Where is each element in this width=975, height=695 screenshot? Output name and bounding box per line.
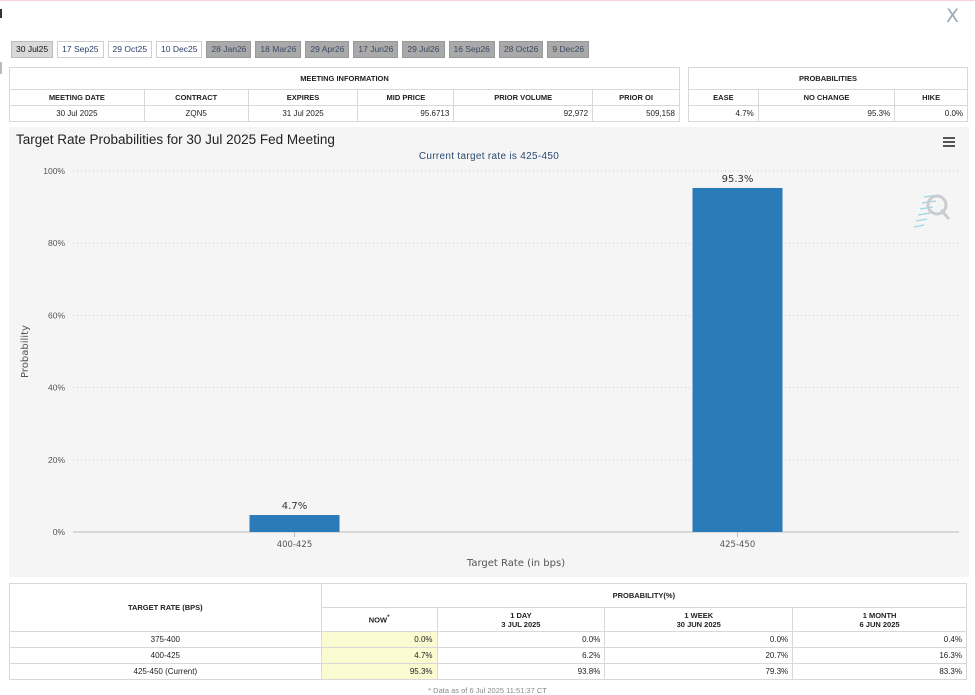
- probability-cell: 6.2%: [436, 647, 606, 664]
- period-name: 1 DAY: [510, 610, 532, 620]
- tab-meeting-date[interactable]: 29 Apr26: [305, 41, 350, 58]
- x-tick-label: 425-450: [720, 540, 756, 550]
- probability-cell: 4.7%: [320, 647, 438, 664]
- probability-cell: 83.3%: [792, 663, 967, 680]
- ease-value: 4.7%: [688, 105, 759, 122]
- tab-meeting-date[interactable]: 28 Jan26: [206, 41, 252, 58]
- tab-meeting-date[interactable]: 18 Mar26: [255, 41, 302, 58]
- meeting-date-value: 30 Jul 2025: [9, 105, 145, 122]
- probability-cell: 16.3%: [792, 647, 967, 664]
- period-name: NOW: [368, 615, 388, 625]
- col-header-no-change: NO CHANGE: [757, 89, 896, 106]
- hamburger-menu-icon[interactable]: [943, 137, 955, 147]
- meeting-info-table: MEETING INFORMATION MEETING DATE CONTRAC…: [9, 67, 680, 122]
- y-tick-label: 20%: [48, 455, 65, 465]
- chart-title: Target Rate Probabilities for 30 Jul 202…: [16, 132, 335, 147]
- probability-cell: 93.8%: [436, 663, 606, 680]
- expires-value: 31 Jul 2025: [247, 105, 359, 122]
- probability-cell: 79.3%: [604, 663, 794, 680]
- mid-price-value: 95.6713: [357, 105, 455, 122]
- top-border: [0, 0, 975, 1]
- tab-meeting-date[interactable]: 17 Sep25: [57, 41, 104, 58]
- period-date: 6 JUN 2025: [859, 619, 900, 629]
- col-header-period: NOW*: [320, 607, 438, 632]
- hike-value: 0.0%: [894, 105, 968, 122]
- probability-cell: 0.0%: [436, 631, 606, 648]
- period-label: NOW*: [326, 615, 433, 625]
- tab-meeting-date[interactable]: 30 Jul25: [11, 41, 54, 58]
- meeting-info-title: MEETING INFORMATION: [9, 67, 680, 90]
- bar: [249, 515, 340, 532]
- table-row: 375-400 0.0% 0.0% 0.0% 0.4%: [9, 631, 967, 648]
- target-rate-cell: 400-425: [9, 647, 322, 664]
- col-header-mid-price: MID PRICE: [357, 89, 455, 106]
- period-date: 30 JUN 2025: [676, 619, 721, 629]
- probability-cell: 95.3%: [320, 663, 438, 680]
- probability-cell: 0.0%: [604, 631, 794, 648]
- probabilities-table: PROBABILITIES EASE NO CHANGE HIKE 4.7% 9…: [688, 67, 968, 122]
- col-header-period: 1 WEEK 30 JUN 2025: [604, 607, 794, 632]
- period-date: 3 JUL 2025: [501, 619, 541, 629]
- close-icon[interactable]: X: [946, 5, 960, 27]
- prior-volume-value: 92,972: [453, 105, 594, 122]
- period-name: 1 MONTH: [862, 610, 897, 620]
- probabilities-title: PROBABILITIES: [688, 67, 968, 90]
- tab-meeting-date[interactable]: 29 Jul26: [402, 41, 445, 58]
- period-label: 1 DAY: [442, 611, 601, 620]
- period-name: 1 WEEK: [684, 610, 714, 620]
- col-header-prior-volume: PRIOR VOLUME: [453, 89, 594, 106]
- col-header-contract: CONTRACT: [143, 89, 249, 106]
- period-label: 1 WEEK: [609, 611, 788, 620]
- probability-cell: 20.7%: [604, 647, 794, 664]
- x-tick-label: 400-425: [277, 540, 313, 550]
- meeting-date-tabs: 30 Jul25 17 Sep25 29 Oct25 10 Dec25 28 Jan26…: [11, 41, 590, 58]
- y-tick-label: 80%: [48, 238, 65, 248]
- y-axis-title: Probability: [20, 325, 31, 378]
- window-edge-mark: [0, 62, 2, 74]
- y-tick-label: 40%: [48, 383, 65, 393]
- table-row: 425-450 (Current) 95.3% 93.8% 79.3% 83.3%: [9, 663, 967, 680]
- col-header-ease: EASE: [688, 89, 759, 106]
- target-rate-cell: 375-400: [9, 631, 322, 648]
- x-axis-title: Target Rate (in bps): [466, 558, 565, 569]
- y-tick-label: 60%: [48, 310, 65, 320]
- col-header-meeting-date: MEETING DATE: [9, 89, 145, 106]
- probability-history-table: TARGET RATE (BPS) PROBABILITY(%) NOW* 1 D…: [9, 583, 968, 680]
- window-edge-mark: [0, 9, 2, 18]
- probability-header: PROBABILITY(%): [320, 583, 968, 608]
- q-logo-icon: [913, 194, 951, 228]
- chart-panel: Target Rate Probabilities for 30 Jul 202…: [9, 127, 969, 577]
- tab-meeting-date[interactable]: 29 Oct25: [107, 41, 153, 58]
- no-change-value: 95.3%: [757, 105, 896, 122]
- col-header-hike: HIKE: [894, 89, 968, 106]
- col-header-period: 1 DAY 3 JUL 2025: [436, 607, 606, 632]
- contract-value: ZQN5: [143, 105, 249, 122]
- table-row: 400-425 4.7% 6.2% 20.7% 16.3%: [9, 647, 967, 664]
- target-rate-header: TARGET RATE (BPS): [9, 583, 322, 632]
- bar-data-label: 95.3%: [722, 174, 754, 185]
- tab-meeting-date[interactable]: 16 Sep26: [448, 41, 495, 58]
- tab-meeting-date[interactable]: 9 Dec26: [547, 41, 590, 58]
- bar: [692, 187, 783, 533]
- tab-meeting-date[interactable]: 10 Dec25: [156, 41, 203, 58]
- probability-cell: 0.0%: [320, 631, 438, 648]
- chart-subtitle: Current target rate is 425-450: [418, 151, 560, 162]
- bar-data-label: 4.7%: [282, 501, 307, 512]
- tab-meeting-date[interactable]: 28 Oct26: [498, 41, 544, 58]
- col-header-period: 1 MONTH 6 JUN 2025: [792, 607, 967, 632]
- bar-chart-svg: 0% 20% 40% 60% 80% 100% 4.7% 400-425 95.3% 425-45…: [20, 166, 959, 569]
- data-timestamp-note: * Data as of 6 Jul 2025 11:51:37 CT: [428, 686, 547, 695]
- col-header-expires: EXPIRES: [247, 89, 359, 106]
- probability-cell: 0.4%: [792, 631, 967, 648]
- period-label: 1 MONTH: [797, 611, 962, 620]
- prior-oi-value: 509,158: [592, 105, 680, 122]
- tab-meeting-date[interactable]: 17 Jun26: [353, 41, 399, 58]
- y-tick-label: 100%: [43, 166, 65, 176]
- footnote-marker: *: [387, 614, 390, 621]
- y-tick-label: 0%: [53, 527, 66, 537]
- target-rate-cell: 425-450 (Current): [9, 663, 322, 680]
- col-header-prior-oi: PRIOR OI: [592, 89, 680, 106]
